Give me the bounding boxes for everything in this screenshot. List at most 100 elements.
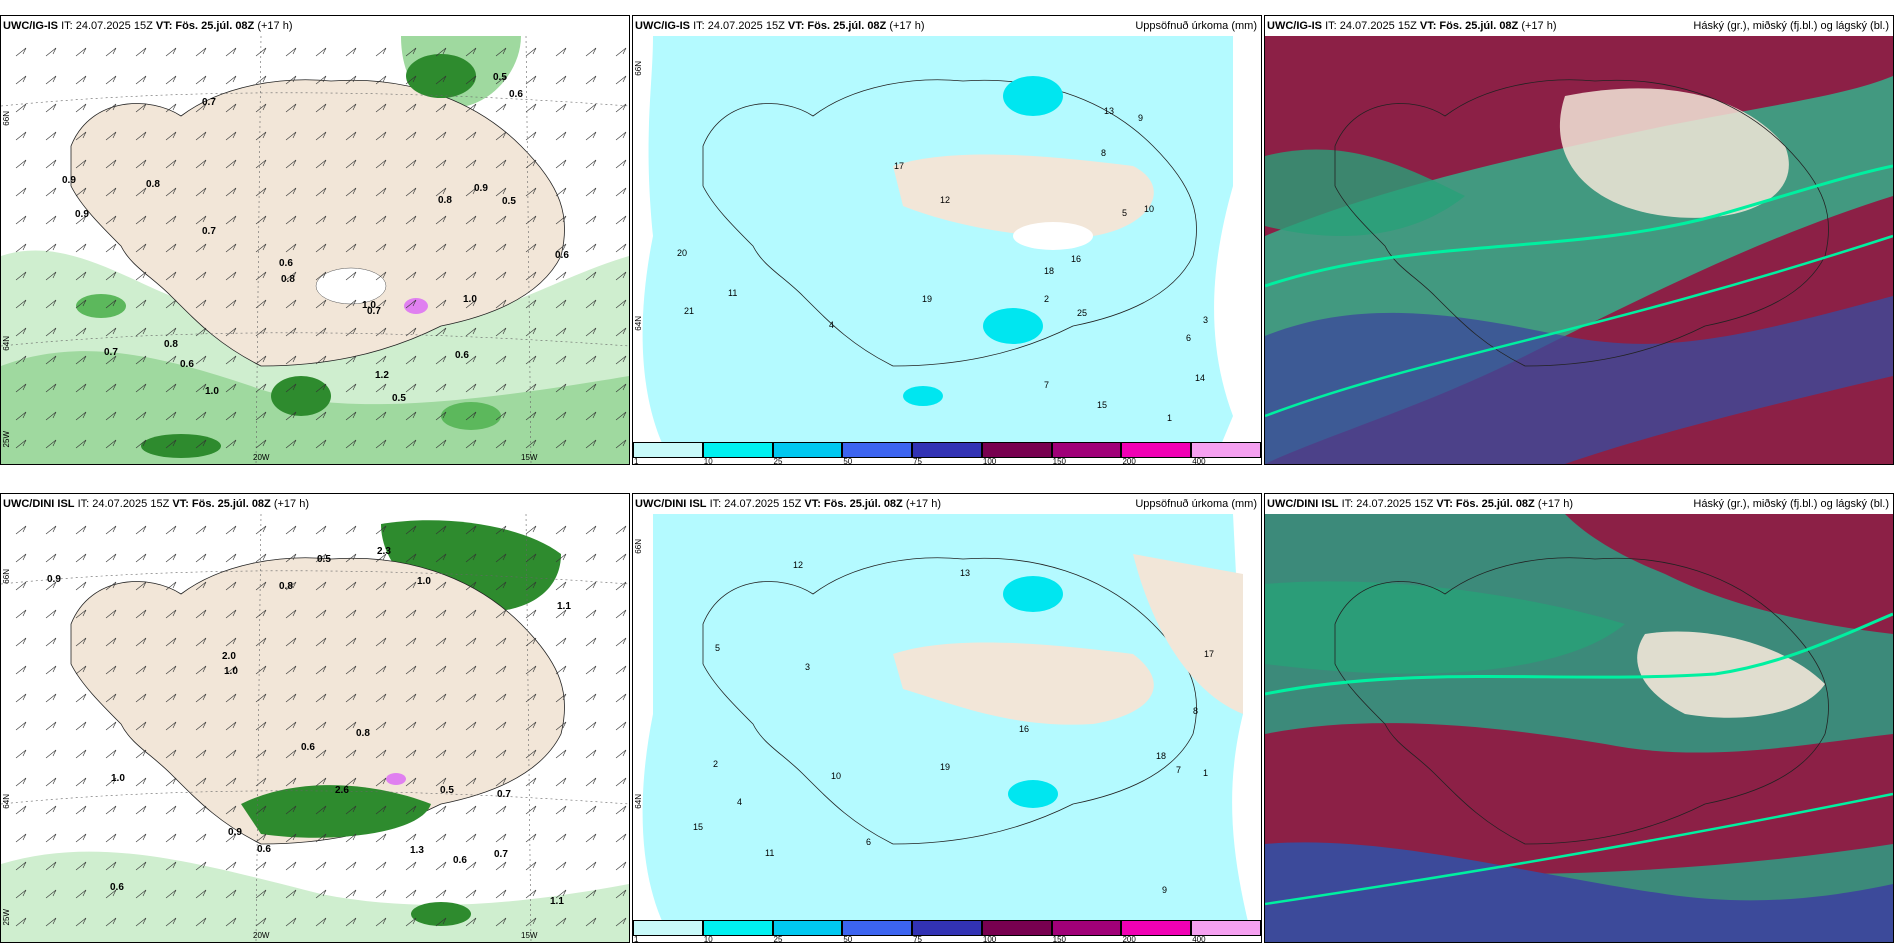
wind-barb bbox=[225, 103, 237, 113]
wind-barb bbox=[315, 525, 327, 535]
wind-barb bbox=[435, 749, 447, 759]
wind-barb bbox=[315, 131, 327, 141]
wind-barb bbox=[195, 553, 207, 563]
wind-barb bbox=[405, 777, 417, 787]
wind-barb bbox=[555, 243, 567, 253]
wind-barb bbox=[405, 327, 417, 337]
wind-barb bbox=[525, 187, 537, 197]
lat-label-66: 66N bbox=[2, 569, 11, 584]
wind-barb bbox=[375, 131, 387, 141]
wind-barb bbox=[585, 131, 597, 141]
wind-barb bbox=[75, 861, 87, 871]
legend-tick: 10 bbox=[703, 935, 713, 943]
wind-barb bbox=[45, 299, 57, 309]
value-label: 0.6 bbox=[301, 742, 315, 753]
value-label: 0.9 bbox=[75, 209, 89, 220]
value-label: 0.7 bbox=[497, 789, 511, 800]
value-label: 6 bbox=[1186, 333, 1191, 343]
wind-barb bbox=[525, 131, 537, 141]
wind-barb bbox=[225, 777, 237, 787]
wind-barb bbox=[105, 805, 117, 815]
wind-barb bbox=[315, 299, 327, 309]
wind-barb bbox=[165, 553, 177, 563]
value-label: 0.6 bbox=[455, 350, 469, 361]
wind-barb bbox=[195, 215, 207, 225]
wind-barb bbox=[375, 439, 387, 449]
wind-barb bbox=[375, 525, 387, 535]
wind-barb bbox=[495, 355, 507, 365]
wind-barb bbox=[135, 103, 147, 113]
wind-barb bbox=[405, 355, 417, 365]
wind-barb bbox=[465, 777, 477, 787]
wind-barb bbox=[375, 861, 387, 871]
wind-barb bbox=[435, 187, 447, 197]
wind-barb bbox=[165, 243, 177, 253]
wind-barb bbox=[495, 889, 507, 899]
wind-barb bbox=[15, 665, 27, 675]
lon-label-15: 15W bbox=[521, 931, 538, 940]
wind-barb bbox=[255, 47, 267, 57]
wind-barb bbox=[405, 609, 417, 619]
wind-barb bbox=[255, 721, 267, 731]
wind-barb bbox=[225, 609, 237, 619]
wind-barb bbox=[75, 131, 87, 141]
wind-barb bbox=[525, 439, 537, 449]
wind-barb bbox=[555, 187, 567, 197]
panel-ig-precip: UWC/IG-IS IT: 24.07.2025 15Z VT: Fös. 25… bbox=[632, 15, 1262, 465]
wind-barb bbox=[315, 833, 327, 843]
lat-label-64: 64N bbox=[2, 336, 11, 351]
lead-time: (+17 h) bbox=[1521, 20, 1557, 32]
wind-barb bbox=[345, 637, 357, 647]
value-label: 19 bbox=[922, 294, 932, 304]
wind-barb bbox=[315, 721, 327, 731]
value-label: 1.2 bbox=[375, 370, 389, 381]
wind-barb bbox=[435, 693, 447, 703]
wind-barb bbox=[45, 637, 57, 647]
wind-barb bbox=[15, 271, 27, 281]
wind-barb bbox=[435, 777, 447, 787]
wind-barb bbox=[15, 609, 27, 619]
wind-barb bbox=[345, 271, 357, 281]
wind-barb bbox=[585, 749, 597, 759]
wind-barb bbox=[195, 749, 207, 759]
wind-barb bbox=[315, 581, 327, 591]
wind-barb bbox=[165, 861, 177, 871]
wind-barb bbox=[375, 411, 387, 421]
wind-barb bbox=[255, 159, 267, 169]
wind-barb bbox=[435, 525, 447, 535]
wind-barb bbox=[465, 299, 477, 309]
wind-barb bbox=[405, 75, 417, 85]
wind-barb bbox=[495, 805, 507, 815]
wind-barb bbox=[555, 693, 567, 703]
wind-barb bbox=[255, 749, 267, 759]
wind-barb bbox=[15, 553, 27, 563]
wind-barb bbox=[75, 271, 87, 281]
wind-barb bbox=[45, 75, 57, 85]
value-label: 1 bbox=[1203, 768, 1208, 778]
wind-barb bbox=[225, 159, 237, 169]
valid-time: VT: Fös. 25.júl. 08Z bbox=[787, 20, 887, 32]
wind-barb bbox=[255, 355, 267, 365]
wind-barb bbox=[435, 411, 447, 421]
wind-barb bbox=[225, 637, 237, 647]
wind-barb bbox=[465, 131, 477, 141]
wind-barb bbox=[495, 103, 507, 113]
wind-barb bbox=[15, 355, 27, 365]
wind-barb bbox=[465, 243, 477, 253]
legend-swatch bbox=[1121, 442, 1192, 458]
wind-barb bbox=[135, 299, 147, 309]
legend-swatch bbox=[1121, 920, 1192, 936]
wind-barb bbox=[495, 861, 507, 871]
wind-barb bbox=[285, 439, 297, 449]
legend-swatch bbox=[633, 442, 703, 458]
wind-barb bbox=[465, 721, 477, 731]
wind-barb bbox=[255, 271, 267, 281]
value-label: 1.0 bbox=[111, 773, 125, 784]
wind-barb bbox=[15, 75, 27, 85]
wind-barb bbox=[285, 75, 297, 85]
value-label: 17 bbox=[894, 161, 904, 171]
wind-barb bbox=[555, 327, 567, 337]
wind-barb bbox=[435, 131, 447, 141]
wind-barb bbox=[585, 525, 597, 535]
wind-barb bbox=[525, 243, 537, 253]
